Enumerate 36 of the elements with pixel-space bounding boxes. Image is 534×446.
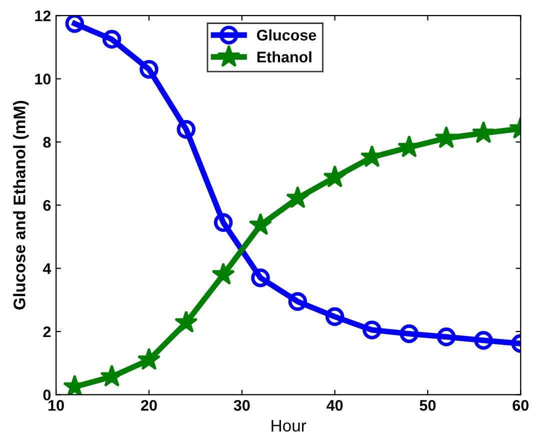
point: [174, 310, 198, 333]
legend-label: Glucose: [257, 29, 316, 41]
y-tick-label: 4: [42, 263, 52, 274]
point: [362, 320, 382, 340]
point: [325, 307, 344, 326]
y-axis-title: Glucose and Ethanol (mM): [13, 100, 29, 310]
point: [288, 292, 308, 311]
point: [472, 120, 496, 144]
point: [176, 120, 196, 139]
x-tick-label: 50: [420, 400, 436, 411]
point: [400, 324, 419, 344]
point: [137, 348, 161, 370]
point: [212, 262, 235, 285]
point: [140, 60, 158, 79]
point: [323, 165, 346, 188]
y-tick-label: 2: [43, 326, 51, 338]
point: [286, 186, 310, 208]
point: [434, 126, 458, 148]
y-tick-label: 10: [35, 74, 51, 84]
point: [100, 364, 124, 387]
point: [474, 331, 493, 350]
y-tick-label: 0: [43, 390, 51, 400]
point: [436, 328, 456, 346]
legend-label: Ethanol: [257, 51, 312, 62]
point: [102, 30, 122, 49]
x-tick-label: 20: [141, 400, 157, 411]
x-axis-title: Hour: [272, 420, 306, 432]
y-tick-label: 12: [35, 10, 51, 22]
x-tick-label: 40: [326, 400, 343, 411]
point: [214, 213, 233, 232]
point: [251, 268, 270, 288]
x-tick-label: 60: [512, 400, 529, 411]
y-tick-label: 6: [43, 200, 51, 211]
y-tick-label: 8: [43, 136, 51, 148]
point: [248, 212, 272, 236]
x-tick-label: 30: [234, 400, 250, 411]
